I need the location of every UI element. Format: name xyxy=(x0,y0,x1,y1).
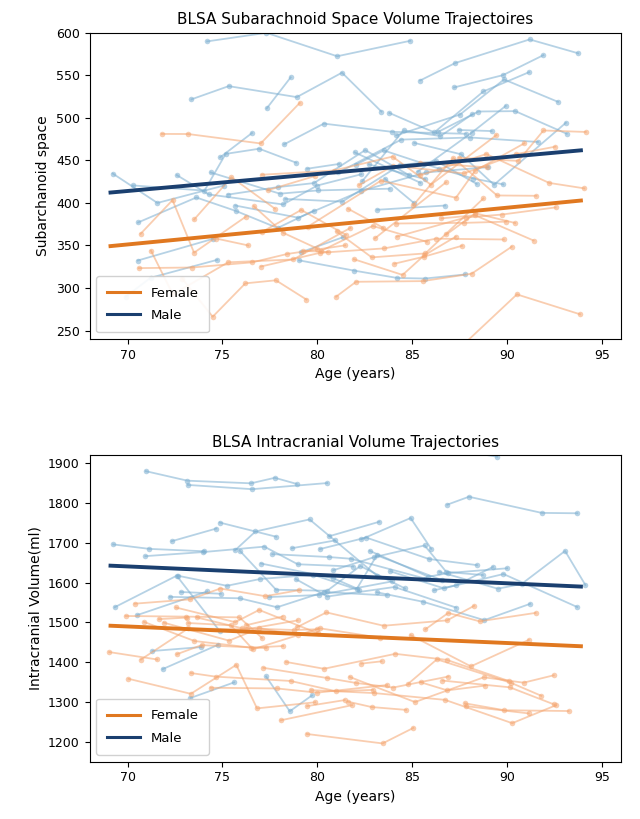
X-axis label: Age (years): Age (years) xyxy=(315,790,396,804)
Title: BLSA Intracranial Volume Trajectories: BLSA Intracranial Volume Trajectories xyxy=(212,435,499,450)
Y-axis label: Subarchanoid space: Subarchanoid space xyxy=(36,115,51,256)
Legend: Female, Male: Female, Male xyxy=(96,699,209,755)
X-axis label: Age (years): Age (years) xyxy=(315,367,396,382)
Title: BLSA Subarachnoid Space Volume Trajectoires: BLSA Subarachnoid Space Volume Trajectoi… xyxy=(177,12,533,27)
Y-axis label: Intracranial Volume(ml): Intracranial Volume(ml) xyxy=(28,527,42,690)
Legend: Female, Male: Female, Male xyxy=(96,276,209,333)
